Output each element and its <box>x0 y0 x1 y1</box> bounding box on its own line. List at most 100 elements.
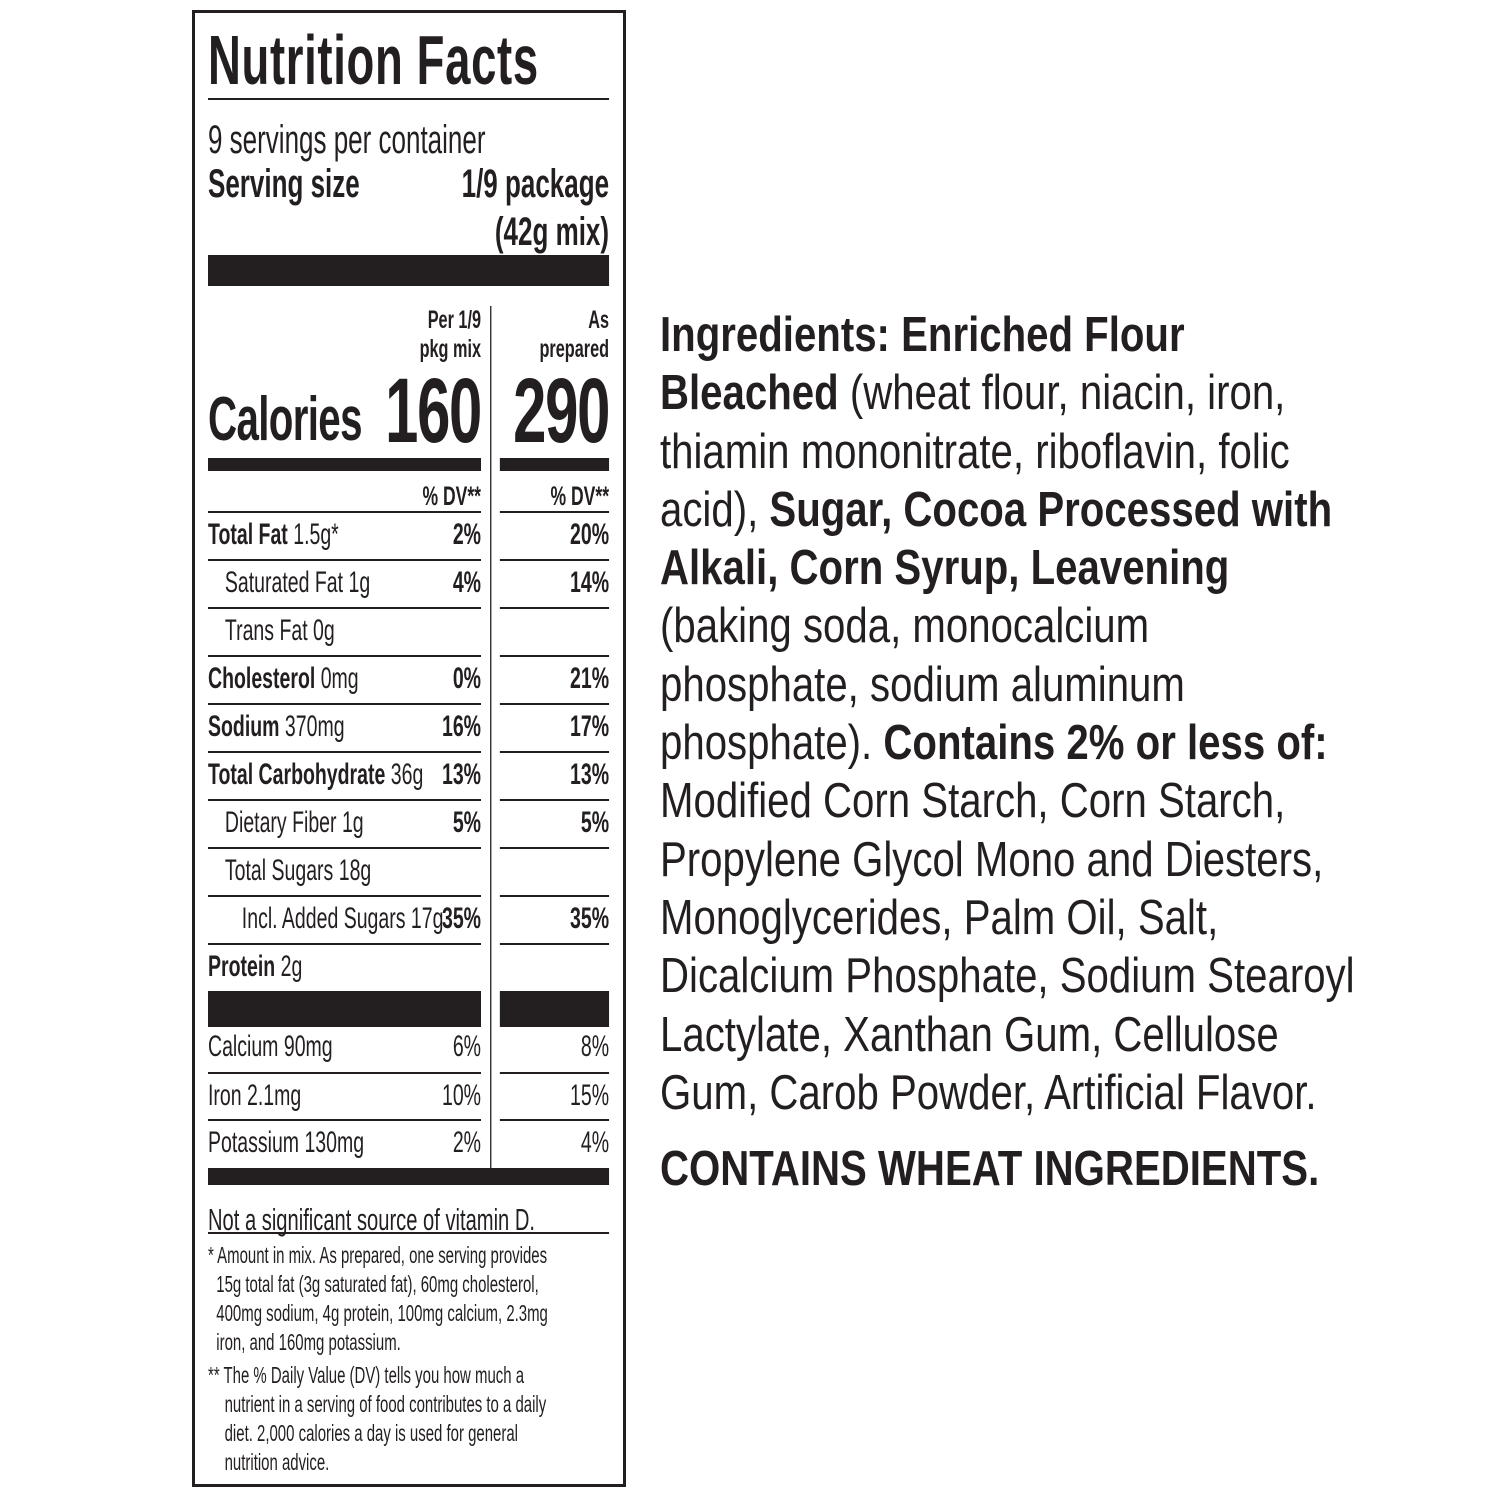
nutrient-amount: 2g <box>280 950 303 983</box>
nutrient-cell-mix: Total Fat 1.5g* 2% <box>208 511 481 559</box>
footnote-line: nutrition advice. <box>208 1449 330 1475</box>
nutrient-cell-mix: Dietary Fiber 1g 5% <box>208 799 481 847</box>
dv-prepared: 20% <box>570 518 610 551</box>
nutrient-name: Iron <box>208 1079 242 1112</box>
nutrient-name: Saturated Fat <box>224 566 344 599</box>
footnote-line: iron, and 160mg potassium. <box>208 1329 401 1355</box>
nutrient-name: Protein <box>208 950 276 983</box>
dv-mix: 0% <box>452 662 481 695</box>
calories-mix: 160 <box>385 360 482 462</box>
label-title: Nutrition Facts <box>208 21 539 99</box>
footnote-line: * Amount in mix. As prepared, one servin… <box>208 1242 548 1268</box>
nutrient-row: Total Sugars 18g <box>208 847 610 895</box>
divider <box>208 98 610 100</box>
ingredients-text: Propylene Glycol Mono and Diesters, <box>660 832 1324 887</box>
ingredients-line: phosphate, sodium aluminum <box>660 656 1332 714</box>
ingredients-text: (baking soda, monocalcium <box>660 599 1150 654</box>
dv-mix: 16% <box>441 710 481 743</box>
nutrient-cell-prepared: 15% <box>499 1072 610 1120</box>
servings-per-container: 9 servings per container <box>208 118 486 162</box>
serving-size-value: 1/9 package <box>461 162 610 206</box>
serving-size-label: Serving size <box>208 162 360 206</box>
column-header-mix: Per 1/9 pkg mix <box>420 306 481 364</box>
dv-prepared: 5% <box>580 806 610 839</box>
dv-prepared: 21% <box>570 662 610 695</box>
thick-divider <box>208 458 481 471</box>
footnote-line: diet. 2,000 calories a day is used for g… <box>208 1420 518 1446</box>
ingredients-panel: Ingredients: Enriched Flour Bleached (whe… <box>660 306 1355 1198</box>
dv-mix: 4% <box>452 566 481 599</box>
nutrient-cell-mix: Calcium 90mg 6% <box>208 1025 481 1073</box>
nutrient-label: Cholesterol 0mg <box>208 655 359 703</box>
calories-prepared: 290 <box>513 360 610 462</box>
ingredients-line: Ingredients: Enriched Flour <box>660 306 1332 364</box>
ingredients-line: thiamin mononitrate, riboflavin, folic <box>660 423 1332 481</box>
nutrient-cell-mix: Incl. Added Sugars 17g 35% <box>208 895 481 943</box>
ingredients-text: phosphate). <box>660 716 884 771</box>
nutrition-facts-label: Nutrition Facts 9 servings per container… <box>192 10 626 1487</box>
nutrient-label: Total Carbohydrate 36g <box>208 751 423 799</box>
ingredients-line: acid), Sugar, Cocoa Processed with <box>660 481 1332 539</box>
thick-divider <box>208 1168 610 1185</box>
ingredients-text: Gum, Carob Powder, Artificial Flavor. <box>660 1065 1317 1120</box>
nutrient-cell-prepared: 20% <box>499 511 610 559</box>
nutrient-cell-prepared: 17% <box>499 703 610 751</box>
nutrient-name: Calcium <box>208 1030 279 1063</box>
ingredients-text: (wheat flour, niacin, iron, <box>849 366 1286 421</box>
nutrient-amount: 130mg <box>304 1126 365 1159</box>
dv-prepared: 8% <box>580 1030 610 1063</box>
thick-divider <box>499 458 610 471</box>
nutrient-amount: 18g <box>338 854 372 887</box>
nutrient-cell-prepared <box>499 847 610 895</box>
nutrient-cell-mix: Iron 2.1mg 10% <box>208 1072 481 1120</box>
ingredients-text: Lactylate, Xanthan Gum, Cellulose <box>660 1007 1279 1062</box>
nutrient-label: Incl. Added Sugars 17g <box>242 895 444 943</box>
nutrient-row: Calcium 90mg 6% 8% <box>208 1025 609 1073</box>
ingredients-text: Alkali, Corn Syrup, Leavening <box>660 541 1230 596</box>
serving-size: Serving size 1/9 package <box>208 161 609 207</box>
nutrient-amount: 36g <box>390 758 424 791</box>
divider <box>208 1232 610 1234</box>
nutrient-label: Dietary Fiber 1g <box>225 799 364 847</box>
ingredients-line: Lactylate, Xanthan Gum, Cellulose <box>660 1006 1332 1064</box>
dv-mix: 6% <box>452 1030 481 1063</box>
vitamin-d-note: Not a significant source of vitamin D. <box>208 1202 536 1237</box>
nutrient-amount: 0mg <box>320 662 359 695</box>
ingredients-line: Monoglycerides, Palm Oil, Salt, <box>660 889 1332 947</box>
nutrient-row: Cholesterol 0mg 0% 21% <box>208 655 610 703</box>
dv-prepared: 14% <box>570 566 610 599</box>
nutrient-cell-mix: Total Sugars 18g <box>208 847 481 895</box>
nutrient-label: Potassium 130mg <box>208 1119 364 1167</box>
nutrient-row: Saturated Fat 1g 4% 14% <box>208 559 610 607</box>
nutrient-amount: 0g <box>313 614 335 647</box>
column-header-prepared: As prepared <box>540 306 610 364</box>
dv-mix: 2% <box>452 1126 481 1159</box>
ingredients-text: thiamin mononitrate, riboflavin, folic <box>660 424 1290 479</box>
nutrient-label: Calcium 90mg <box>208 1023 333 1071</box>
dv-mix: 10% <box>441 1079 481 1112</box>
footnote-line: 400mg sodium, 4g protein, 100mg calcium,… <box>208 1300 548 1326</box>
nutrient-name: Potassium <box>208 1126 300 1159</box>
allergen-statement: CONTAINS WHEAT INGREDIENTS. <box>660 1142 1320 1197</box>
nutrient-amount: 1g <box>348 566 371 599</box>
nutrient-label: Protein 2g <box>208 943 302 991</box>
ingredients-text: Ingredients: Enriched Flour <box>660 308 1185 362</box>
nutrient-cell-mix: Saturated Fat 1g 4% <box>208 559 481 607</box>
nutrient-cell-prepared: 4% <box>499 1119 610 1167</box>
nutrient-name: Sodium <box>208 710 280 743</box>
nutrient-cell-mix: Potassium 130mg 2% <box>208 1119 481 1167</box>
nutrient-cell-prepared: 8% <box>500 1025 609 1073</box>
nutrient-name: Trans Fat <box>224 614 308 647</box>
nutrient-cell-mix: Sodium 370mg 16% <box>208 703 481 751</box>
dv-prepared: 13% <box>570 758 610 791</box>
ingredients-text: Monoglycerides, Palm Oil, Salt, <box>660 890 1219 945</box>
nutrient-name: Dietary Fiber <box>224 806 337 839</box>
ingredients-text: Modified Corn Starch, Corn Starch, <box>660 774 1286 829</box>
ingredients-line: phosphate). Contains 2% or less of: <box>660 714 1332 772</box>
footnote-line: 15g total fat (3g saturated fat), 60mg c… <box>208 1271 539 1297</box>
ingredients-line: Modified Corn Starch, Corn Starch, <box>660 772 1332 830</box>
column-header-prepared-line2: prepared <box>539 335 610 363</box>
ingredients-line: Propylene Glycol Mono and Diesters, <box>660 831 1332 889</box>
ingredients-line: Bleached (wheat flour, niacin, iron, <box>660 364 1332 422</box>
dv-header-prepared: % DV** <box>550 481 610 511</box>
